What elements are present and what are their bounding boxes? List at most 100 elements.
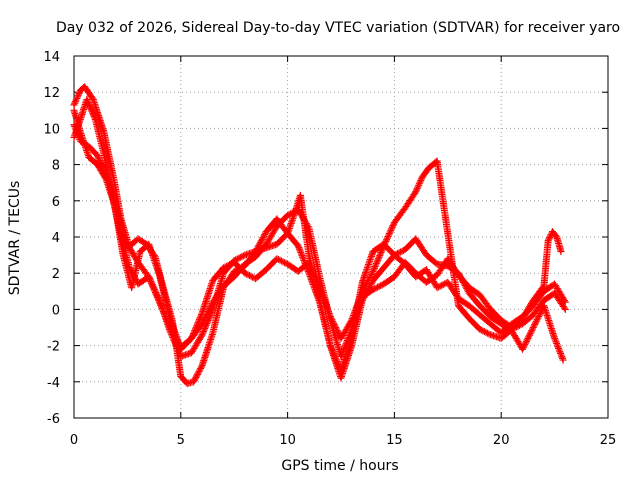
data-point bbox=[390, 251, 398, 259]
data-point bbox=[74, 91, 82, 99]
y-tick-label: 12 bbox=[43, 86, 60, 101]
data-point bbox=[395, 249, 403, 257]
data-point bbox=[536, 310, 544, 318]
data-point bbox=[384, 233, 392, 241]
data-point bbox=[73, 94, 81, 102]
data-point bbox=[194, 370, 201, 378]
data-point bbox=[436, 282, 444, 290]
data-point bbox=[149, 284, 157, 292]
data-point bbox=[439, 281, 447, 289]
data-point bbox=[235, 254, 243, 262]
data-point bbox=[367, 281, 375, 289]
data-point bbox=[553, 341, 561, 349]
data-point bbox=[94, 153, 102, 161]
data-point bbox=[438, 281, 446, 289]
x-tick-label: 10 bbox=[279, 433, 296, 448]
data-point bbox=[200, 315, 208, 323]
data-point bbox=[288, 209, 296, 217]
data-point bbox=[152, 290, 160, 298]
data-point bbox=[207, 301, 215, 309]
data-point bbox=[485, 330, 493, 338]
data-point bbox=[417, 176, 425, 184]
data-point bbox=[371, 285, 379, 293]
data-point bbox=[374, 256, 382, 264]
data-point bbox=[199, 329, 207, 337]
data-point bbox=[528, 327, 536, 335]
data-point bbox=[557, 247, 565, 255]
data-point bbox=[397, 248, 405, 256]
data-point bbox=[379, 244, 387, 252]
data-point bbox=[273, 255, 281, 263]
y-axis-label: SDTVAR / TECUs bbox=[7, 181, 23, 296]
data-point bbox=[101, 174, 109, 182]
data-point bbox=[71, 98, 79, 106]
data-point bbox=[415, 181, 423, 189]
data-point bbox=[87, 105, 95, 113]
data-point bbox=[483, 329, 491, 337]
data-point bbox=[367, 280, 375, 288]
data-point bbox=[557, 351, 565, 359]
data-point bbox=[203, 311, 211, 319]
data-point bbox=[260, 232, 268, 240]
data-point bbox=[151, 287, 159, 295]
data-point bbox=[145, 273, 153, 281]
data-point bbox=[71, 99, 79, 107]
data-point bbox=[201, 324, 209, 332]
data-point bbox=[279, 258, 287, 266]
data-point bbox=[519, 345, 527, 353]
data-point bbox=[527, 328, 535, 336]
data-point bbox=[388, 225, 396, 233]
data-point bbox=[535, 313, 543, 321]
data-point bbox=[522, 337, 530, 345]
data-point bbox=[297, 248, 305, 256]
data-point bbox=[198, 331, 206, 339]
data-point bbox=[95, 156, 103, 164]
data-point bbox=[241, 269, 249, 277]
series-track-a bbox=[70, 83, 569, 375]
data-point bbox=[380, 242, 388, 250]
data-point bbox=[153, 293, 161, 301]
data-point bbox=[342, 340, 350, 348]
data-point bbox=[244, 271, 252, 279]
data-point bbox=[523, 336, 531, 344]
data-point bbox=[87, 106, 95, 114]
data-point bbox=[302, 263, 310, 271]
data-point bbox=[197, 364, 205, 372]
data-point bbox=[200, 317, 208, 325]
series-track-c bbox=[70, 121, 567, 388]
data-point bbox=[199, 328, 207, 336]
data-point bbox=[155, 297, 163, 305]
y-tick-label: 0 bbox=[52, 303, 60, 318]
data-point bbox=[551, 334, 559, 342]
data-point bbox=[371, 263, 379, 271]
data-point bbox=[296, 247, 304, 255]
data-point bbox=[207, 303, 215, 311]
data-point bbox=[479, 327, 487, 335]
data-point bbox=[532, 319, 540, 327]
data-point bbox=[477, 326, 485, 334]
data-point bbox=[74, 93, 82, 101]
data-point bbox=[338, 351, 346, 359]
x-tick-label: 0 bbox=[70, 433, 78, 448]
y-tick-label: 4 bbox=[52, 231, 60, 246]
data-point bbox=[412, 188, 420, 196]
data-point bbox=[385, 230, 393, 238]
data-point bbox=[558, 354, 566, 362]
data-point bbox=[435, 283, 443, 291]
data-point bbox=[411, 189, 419, 197]
data-point bbox=[559, 356, 567, 364]
data-point bbox=[238, 253, 246, 261]
data-point bbox=[561, 305, 569, 313]
data-point bbox=[554, 343, 562, 351]
x-tick-label: 5 bbox=[177, 433, 185, 448]
data-point bbox=[535, 311, 543, 319]
data-point bbox=[200, 326, 208, 334]
data-point bbox=[204, 309, 211, 317]
data-point bbox=[257, 237, 265, 245]
data-point bbox=[382, 237, 390, 245]
data-point bbox=[378, 247, 386, 255]
data-point bbox=[89, 109, 97, 117]
data-point bbox=[239, 252, 247, 260]
data-point bbox=[287, 210, 295, 218]
data-point bbox=[341, 343, 349, 351]
